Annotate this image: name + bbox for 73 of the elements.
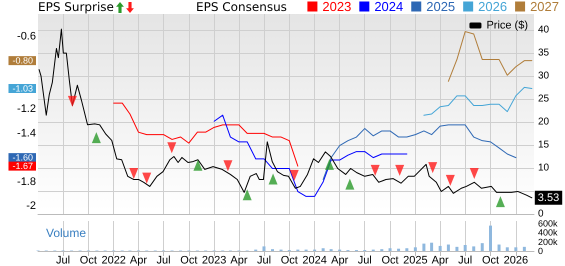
point	[92, 132, 101, 144]
line-series	[322, 124, 516, 180]
y-tick-label: -1.03	[12, 84, 33, 94]
legend-label: 2025	[426, 0, 456, 14]
legend-label: 2027	[530, 0, 559, 14]
point	[290, 170, 299, 181]
y2-tick-label: 25	[538, 94, 550, 105]
x-tick-label: 2025	[403, 254, 428, 266]
y2-tick-label: 20	[538, 116, 550, 128]
x-tick-label: Apr	[130, 254, 148, 266]
y3-axis-title: Volume	[46, 226, 86, 240]
y-tick-label: -1.8	[17, 176, 36, 188]
point	[193, 160, 202, 171]
y2-tick-label: 10	[538, 162, 550, 174]
point	[395, 164, 404, 176]
x-tick-label: Jul	[156, 254, 171, 266]
legend-label: 2024	[374, 0, 404, 14]
line-series	[448, 31, 532, 82]
point	[345, 178, 354, 190]
annotation: EPS Surprise	[38, 0, 114, 14]
x-tick-label: Oct	[482, 254, 500, 266]
y-tick-label: -1.4	[17, 127, 36, 140]
y3-tick-label: 0	[538, 246, 544, 256]
x-tick-label: Jul	[458, 254, 472, 266]
point	[470, 168, 479, 180]
x-tick-label: Oct	[280, 254, 298, 266]
x-tick-label: 2024	[302, 254, 327, 266]
y-tick-label: -2	[26, 200, 36, 212]
x-tick-label: Oct	[381, 254, 399, 266]
x-tick-label: Jul	[358, 254, 372, 266]
line-series	[423, 86, 532, 116]
y3-tick-label: 400k	[538, 228, 558, 238]
point	[370, 164, 380, 176]
legend-title: EPS Consensus	[196, 0, 287, 14]
point	[223, 160, 232, 172]
point	[324, 158, 334, 170]
point	[142, 172, 152, 184]
line-series	[214, 114, 408, 197]
y-tick-label: -0.80	[12, 56, 33, 66]
y2-tick-label: 35	[538, 48, 550, 59]
x-tick-label: Apr	[432, 254, 450, 266]
y2-tick-label: 0	[538, 208, 544, 220]
y3-tick-label: 600k	[538, 218, 558, 228]
point	[167, 142, 176, 154]
y-tick-label: -0.6	[17, 30, 36, 42]
legend-label: Price ($)	[486, 20, 528, 32]
legend-label: 2023	[322, 0, 352, 14]
point	[428, 162, 438, 174]
x-tick-label: Jul	[256, 254, 272, 266]
y2-tick-label: 15	[538, 140, 550, 151]
point	[268, 174, 278, 185]
point	[446, 174, 455, 186]
legend-label: 2026	[478, 0, 508, 14]
line-series	[113, 102, 298, 167]
point	[242, 189, 252, 200]
point	[129, 168, 138, 180]
x-tick-label: 2023	[202, 254, 226, 266]
y2-tick-label: 40	[538, 24, 550, 36]
y3-tick-label: 200k	[538, 236, 558, 247]
x-tick-label: Apr	[230, 254, 248, 266]
x-tick-label: Jul	[56, 254, 70, 266]
x-tick-label: Oct	[80, 254, 97, 266]
point	[68, 96, 77, 107]
y-tick-label: -1.67	[12, 161, 33, 172]
point	[496, 196, 505, 208]
x-tick-label: Apr	[331, 254, 349, 266]
x-tick-label: 2026	[504, 254, 528, 266]
y-tick-label: -1.60	[12, 152, 33, 163]
y2-tick-label: 30	[538, 70, 550, 82]
data-label: 3.53	[538, 192, 560, 204]
x-tick-label: 2022	[101, 254, 126, 266]
y-tick-label: -1.2	[17, 103, 36, 116]
x-tick-label: Oct	[180, 254, 198, 266]
